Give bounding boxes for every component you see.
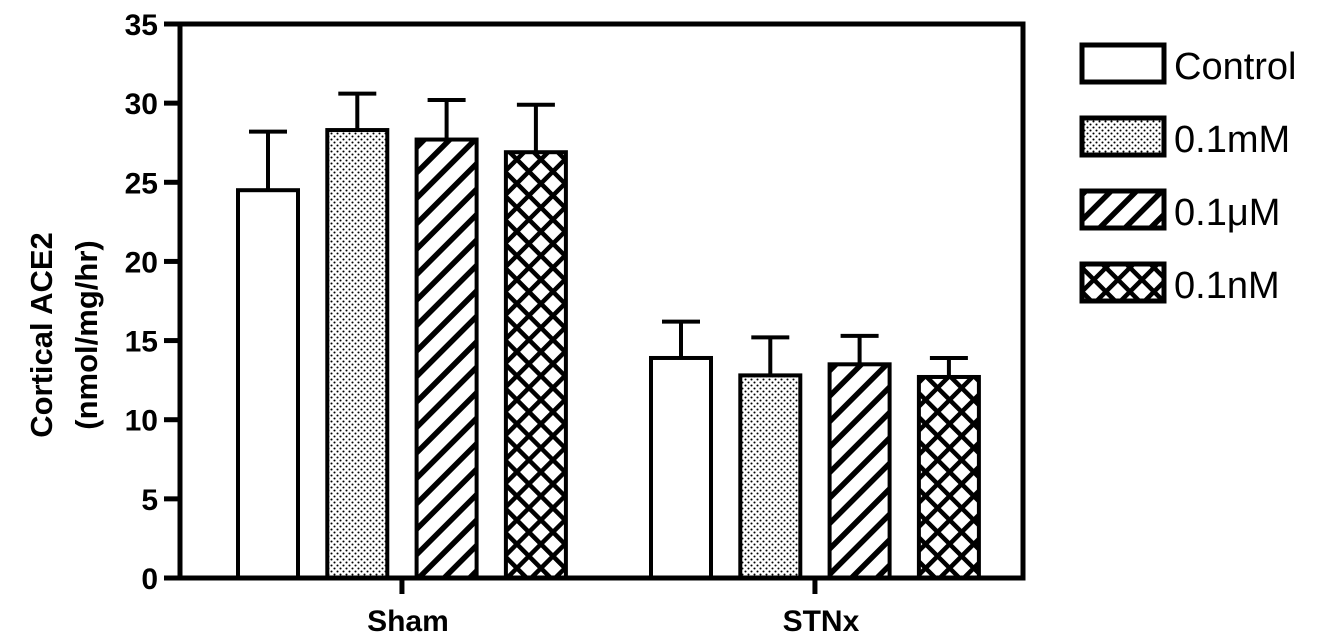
y-tick-label: 30 [125, 88, 158, 121]
x-category-label: STNx [783, 605, 860, 636]
bar [325, 128, 390, 580]
y-tick-label: 25 [125, 167, 158, 200]
legend-swatch [1079, 42, 1167, 85]
bar [738, 373, 803, 580]
y-axis-ticks: 0 5 10 15 20 25 30 35 [125, 9, 180, 596]
bar [503, 150, 568, 580]
bar [414, 137, 479, 580]
bar [916, 374, 981, 580]
legend: Control 0.1mM 0.1μM 0.1nM [1079, 42, 1297, 307]
legend-swatch [1079, 261, 1167, 304]
bar [236, 188, 300, 580]
error-bars-layer [249, 91, 968, 377]
legend-label: 0.1mM [1174, 119, 1290, 161]
y-tick-label: 5 [141, 484, 158, 517]
y-tick-label: 20 [125, 246, 158, 279]
x-axis-categories: Sham STNx [367, 578, 860, 636]
y-tick-label: 15 [125, 326, 158, 359]
x-category-label: Sham [367, 605, 449, 636]
y-axis-label-line2: (nmol/mg/hr) [69, 240, 104, 429]
legend-swatch [1079, 115, 1167, 158]
legend-label: Control [1174, 46, 1297, 88]
legend-label: 0.1nM [1174, 265, 1280, 307]
y-tick-label: 10 [125, 405, 158, 438]
legend-swatch [1079, 188, 1167, 231]
bar [827, 362, 892, 581]
bars-layer [236, 128, 981, 581]
bar [649, 355, 713, 580]
y-tick-label: 0 [141, 563, 158, 596]
y-axis-label: Cortical ACE2 (nmol/mg/hr) [24, 232, 104, 438]
y-tick-label: 35 [125, 9, 158, 42]
y-axis-label-line1: Cortical ACE2 [24, 232, 59, 438]
legend-label: 0.1μM [1174, 192, 1280, 234]
plot-frame [177, 21, 1026, 581]
